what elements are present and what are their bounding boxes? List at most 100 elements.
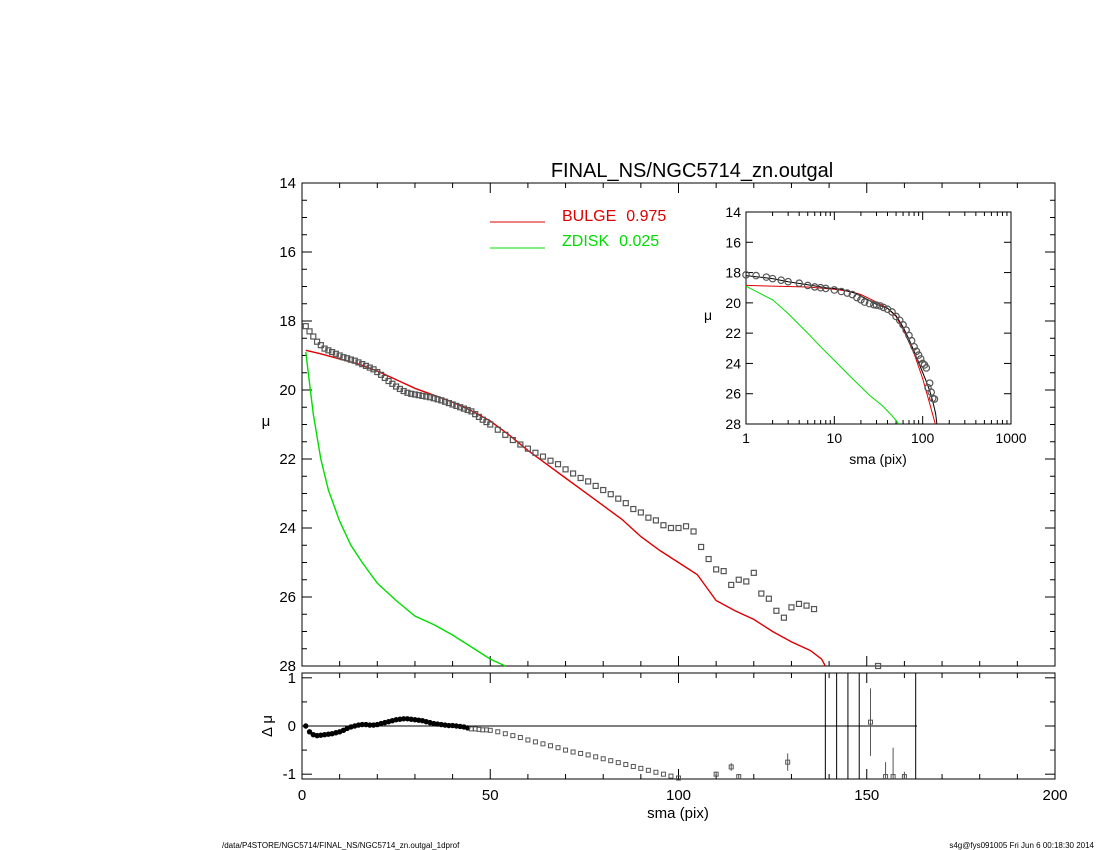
- inset-data-point: [860, 298, 869, 306]
- residual-data-point: [668, 773, 674, 779]
- residual-sparse-point: [728, 764, 734, 770]
- residual-sparse-point: [713, 771, 719, 777]
- inset-data-point: [888, 308, 896, 316]
- residual-sparse-point: [868, 719, 874, 725]
- inset-data-point: [795, 279, 803, 287]
- main-data-point: [795, 600, 803, 608]
- main-y-tick-label: 28: [279, 658, 296, 675]
- main-data-point: [690, 528, 697, 535]
- inset-y-axis: 14 16 18 20 22 24 26 28: [725, 204, 1011, 432]
- residual-x-axis: 0 50 100 150 200: [298, 673, 1068, 804]
- residual-data-point: [645, 767, 651, 773]
- main-data-point: [321, 345, 328, 352]
- main-data-point: [517, 441, 524, 448]
- main-data-point: [411, 391, 419, 398]
- inset-y-tick-label: 28: [725, 416, 741, 432]
- inset-data-point: [777, 276, 785, 284]
- residual-series: [303, 673, 917, 781]
- main-y-tick-label: 24: [279, 520, 296, 537]
- residual-y-tick-label: -1: [283, 766, 296, 783]
- main-data-point: [404, 389, 411, 396]
- inset-data-point: [768, 274, 777, 283]
- residual-y-tick-label: 1: [288, 670, 296, 687]
- main-data-point: [310, 333, 317, 340]
- residual-x-tick-label: 150: [854, 787, 879, 804]
- residual-data-point: [600, 756, 606, 762]
- inset-data-point: [910, 342, 918, 351]
- main-data-point: [524, 445, 532, 452]
- inset-data-point: [821, 284, 830, 293]
- main-data-point: [362, 362, 370, 369]
- inset-data-point: [830, 286, 839, 294]
- main-x-axis: [301, 183, 1056, 666]
- main-data-point: [773, 607, 780, 614]
- main-data-point: [336, 352, 343, 359]
- main-data-point: [660, 522, 667, 529]
- residual-y-axis: -1 0 1: [283, 670, 1055, 783]
- residual-data-point: [660, 771, 666, 777]
- main-data-point: [355, 359, 362, 366]
- main-data-point: [415, 392, 422, 399]
- residual-data-point: [532, 739, 538, 745]
- residual-x-tick-label: 200: [1042, 787, 1067, 804]
- main-data-point: [325, 347, 332, 354]
- residual-sparse-point: [883, 774, 889, 780]
- main-data-point: [381, 374, 388, 382]
- residual-data-point: [510, 733, 516, 739]
- main-data-point: [569, 470, 577, 477]
- residual-x-tick-label: 50: [482, 787, 499, 804]
- main-data-point: [810, 605, 818, 613]
- main-data-point: [758, 590, 765, 597]
- inset-y-tick-label: 24: [725, 355, 741, 371]
- main-series-zdisk-line: [305, 351, 506, 667]
- inset-data-point: [872, 301, 881, 309]
- inset-y-tick-label: 18: [725, 265, 741, 281]
- main-data-point: [743, 578, 750, 585]
- main-data-point: [377, 371, 385, 378]
- inset-x-tick-label: 100: [911, 430, 935, 446]
- inset-data-point: [843, 289, 852, 297]
- main-data-point: [788, 604, 795, 611]
- main-data-point: [697, 543, 705, 551]
- main-data-point: [728, 581, 735, 589]
- residual-sparse-point: [736, 774, 742, 780]
- legend: BULGE 0.975 ZDISK 0.025: [490, 208, 666, 250]
- inset-y-tick-label: 14: [725, 204, 741, 220]
- main-data-point: [713, 566, 720, 573]
- main-y-tick-label: 22: [279, 451, 296, 468]
- residual-data-point: [630, 763, 636, 769]
- main-data-point: [705, 555, 712, 563]
- residual-x-tick-label: 100: [666, 787, 691, 804]
- main-data-point: [430, 395, 437, 402]
- main-y-tick-label: 26: [279, 589, 296, 606]
- main-y-label: μ: [262, 413, 271, 430]
- main-data-point: [460, 405, 467, 412]
- main-data-point: [667, 524, 675, 532]
- main-data-point: [607, 491, 614, 498]
- main-data-point: [340, 354, 347, 361]
- residual-x-label: sma (pix): [647, 805, 709, 822]
- main-data-point: [547, 457, 554, 464]
- inset-data-point: [742, 271, 750, 279]
- main-data-point: [464, 406, 471, 414]
- main-data-point: [532, 449, 539, 456]
- residual-sparse-point: [785, 759, 791, 765]
- residual-x-tick-label: 0: [298, 787, 306, 804]
- residual-data-point: [638, 765, 644, 771]
- main-data-point: [487, 421, 494, 428]
- inset-data-point: [916, 355, 925, 363]
- main-data-point: [313, 338, 321, 345]
- inset-data-point: [784, 277, 792, 286]
- residual-sparse-point: [890, 774, 896, 780]
- residual-data-point: [303, 723, 309, 729]
- main-data-point: [359, 361, 366, 368]
- main-data-point: [592, 482, 599, 490]
- inset-y-tick-label: 20: [725, 295, 741, 311]
- legend-zdisk-label: ZDISK 0.025: [562, 233, 659, 250]
- main-data-point: [622, 500, 629, 507]
- inset-series-zdisk-line: [745, 285, 900, 425]
- inset-series: [742, 271, 939, 425]
- main-data-point: [445, 400, 452, 407]
- main-data-point: [438, 397, 445, 404]
